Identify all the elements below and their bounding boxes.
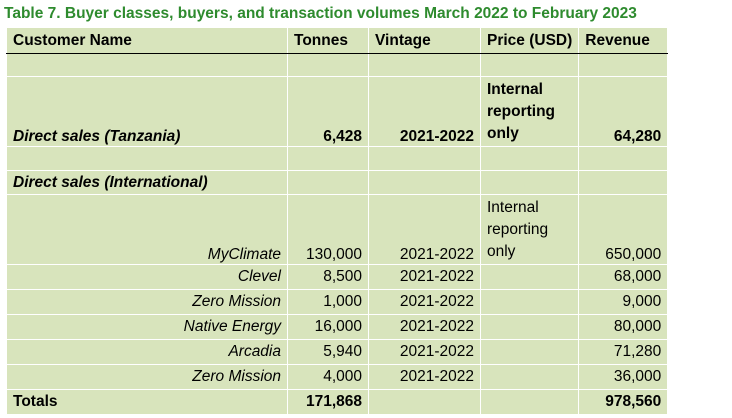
cell-customer: Direct sales (Tanzania): [6, 76, 288, 147]
cell-customer: Native Energy: [6, 314, 288, 340]
section-international-label: Direct sales (International): [6, 170, 288, 195]
table-title: Table 7. Buyer classes, buyers, and tran…: [4, 5, 637, 22]
totals-revenue: 978,560: [578, 389, 669, 415]
cell-vintage: 2021-2022: [368, 76, 481, 147]
cell-revenue: 68,000: [578, 264, 669, 290]
spacer-row: [6, 146, 669, 171]
section-label-row: Direct sales (International): [6, 170, 669, 195]
header-customer-name: Customer Name: [6, 27, 288, 54]
totals-tonnes: 171,868: [287, 389, 369, 415]
cell-tonnes: 4,000: [287, 364, 369, 390]
cell-vintage: 2021-2022: [368, 314, 481, 340]
table-header-row: Customer Name Tonnes Vintage Price (USD)…: [6, 27, 669, 54]
cell-revenue: 650,000: [578, 194, 669, 265]
cell-vintage: 2021-2022: [368, 364, 481, 390]
table-row: Clevel 8,500 2021-2022 68,000: [6, 264, 669, 290]
cell-customer: Zero Mission: [6, 364, 288, 390]
spacer-row: [6, 53, 669, 77]
cell-customer: Zero Mission: [6, 289, 288, 315]
cell-tonnes: 5,940: [287, 339, 369, 365]
cell-customer: Clevel: [6, 264, 288, 290]
cell-tonnes: 8,500: [287, 264, 369, 290]
table-row: Arcadia 5,940 2021-2022 71,280: [6, 339, 669, 365]
header-tonnes: Tonnes: [287, 27, 369, 54]
header-revenue: Revenue: [578, 27, 669, 54]
cell-price: [479, 339, 580, 365]
cell-revenue: 9,000: [578, 289, 669, 315]
cell-tonnes: 6,428: [287, 76, 369, 147]
cell-price: [479, 314, 580, 340]
cell-customer: Arcadia: [6, 339, 288, 365]
cell-vintage: 2021-2022: [368, 194, 481, 265]
cell-revenue: 64,280: [578, 76, 669, 147]
totals-label: Totals: [6, 389, 288, 415]
table-row: Zero Mission 4,000 2021-2022 36,000: [6, 364, 669, 390]
cell-vintage: 2021-2022: [368, 289, 481, 315]
cell-tonnes: 1,000: [287, 289, 369, 315]
cell-price: Internal reporting only: [479, 194, 580, 265]
table-row-tanzania: Direct sales (Tanzania) 6,428 2021-2022 …: [6, 76, 669, 147]
header-price: Price (USD): [479, 27, 580, 54]
cell-revenue: 80,000: [578, 314, 669, 340]
cell-price: [479, 289, 580, 315]
cell-tonnes: 16,000: [287, 314, 369, 340]
cell-price: [479, 364, 580, 390]
table-row: MyClimate 130,000 2021-2022 Internal rep…: [6, 194, 669, 265]
cell-vintage: 2021-2022: [368, 264, 481, 290]
totals-row: Totals 171,868 978,560: [6, 389, 669, 415]
header-vintage: Vintage: [368, 27, 481, 54]
cell-vintage: 2021-2022: [368, 339, 481, 365]
cell-price: [479, 264, 580, 290]
cell-revenue: 36,000: [578, 364, 669, 390]
cell-revenue: 71,280: [578, 339, 669, 365]
table-row: Native Energy 16,000 2021-2022 80,000: [6, 314, 669, 340]
buyer-table: Customer Name Tonnes Vintage Price (USD)…: [6, 27, 669, 415]
cell-tonnes: 130,000: [287, 194, 369, 265]
table-row: Zero Mission 1,000 2021-2022 9,000: [6, 289, 669, 315]
cell-customer: MyClimate: [6, 194, 288, 265]
cell-price: Internal reporting only: [479, 76, 580, 147]
